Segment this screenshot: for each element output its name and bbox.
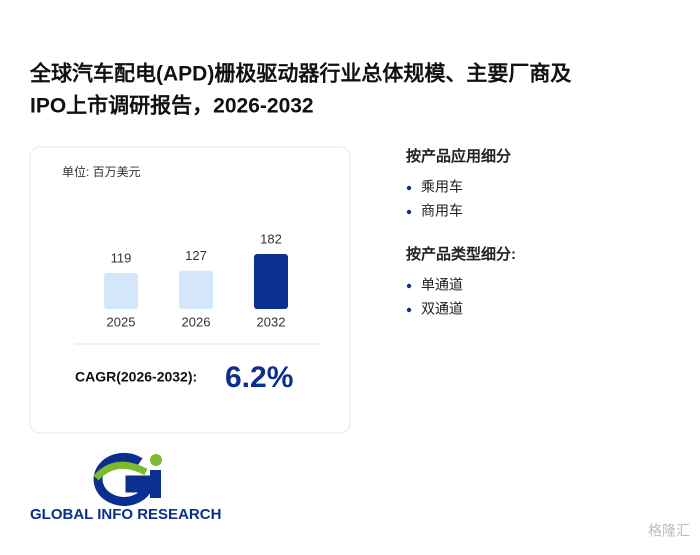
title: IPO上市调研报告，2026-2032	[30, 94, 314, 118]
logo: GLOBAL INFO RESEARCH	[30, 452, 221, 523]
cagr-label: CAGR(2026-2032):	[75, 369, 197, 385]
value-label: 119	[111, 250, 132, 265]
value-label: 127	[185, 248, 207, 263]
segment-item: 乘用车	[421, 179, 463, 195]
logo-g	[93, 452, 158, 506]
category-label: 2025	[107, 314, 136, 329]
segment-item: 商用车	[421, 203, 463, 219]
value-label: 182	[260, 231, 282, 246]
logo-swoosh	[93, 461, 148, 481]
cagr-value: 6.2%	[225, 361, 293, 394]
logo-text: GLOBAL INFO RESEARCH	[30, 506, 221, 523]
bullet	[406, 209, 412, 215]
category-label: 2026	[182, 314, 211, 329]
watermark: 格隆汇	[648, 523, 690, 539]
bar	[179, 270, 213, 309]
segment-title: 按产品类型细分:	[406, 245, 516, 263]
segment-title: 按产品应用细分	[406, 147, 511, 165]
title: 全球汽车配电(APD)栅极驱动器行业总体规模、主要厂商及	[29, 62, 572, 86]
bullet	[406, 283, 412, 289]
category-label: 2032	[257, 314, 286, 329]
segment-item: 单通道	[421, 277, 463, 293]
bar	[254, 254, 288, 309]
segment-item: 双通道	[421, 301, 463, 317]
bullet	[406, 307, 412, 313]
unit: 单位: 百万美元	[62, 164, 141, 179]
logo-dot	[150, 454, 162, 466]
logo-i	[150, 470, 161, 498]
bar	[104, 273, 138, 309]
bullet	[406, 185, 412, 191]
